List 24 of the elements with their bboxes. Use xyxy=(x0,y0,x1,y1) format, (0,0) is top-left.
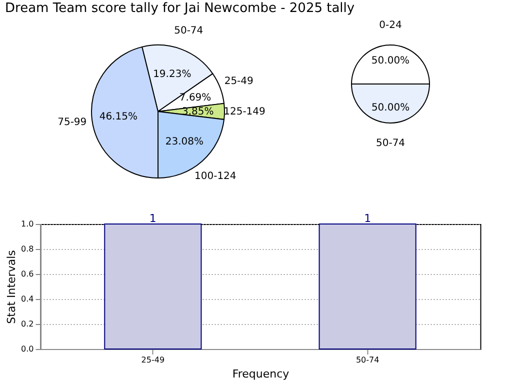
slice-label: 50-74 xyxy=(174,26,204,37)
slice-label: 0-24 xyxy=(379,20,402,31)
data-label: 7.69% xyxy=(179,92,212,104)
y-tick-label: 0.6 xyxy=(21,270,34,278)
slice-label: 50-74 xyxy=(376,138,406,149)
y-axis-title: Stat Intervals xyxy=(5,250,18,324)
data-label: 1 xyxy=(149,212,156,225)
chart-title: Dream Team score tally for Jai Newcombe - 2025 tally xyxy=(5,1,355,16)
y-tick-label: 0.2 xyxy=(21,320,34,328)
data-label: 19.23% xyxy=(153,69,192,80)
y-tick-label: 0.8 xyxy=(21,244,34,254)
slice-label: 75-99 xyxy=(58,116,87,128)
y-tick-label: 0.4 xyxy=(21,294,34,304)
data-label: 50.00% xyxy=(371,56,410,67)
data-label: 23.08% xyxy=(165,136,204,148)
data-label: 46.15% xyxy=(99,111,138,122)
data-label: 50.00% xyxy=(371,102,410,114)
slice-label: 25-49 xyxy=(224,76,254,87)
y-tick-label: 1.0 xyxy=(21,220,34,228)
data-label: 3.85% xyxy=(182,106,214,118)
slice-label: 100-124 xyxy=(194,171,236,182)
y-tick-label: 0.0 xyxy=(21,344,34,354)
data-label: 1 xyxy=(364,212,372,225)
x-axis-title: Frequency xyxy=(232,368,290,380)
